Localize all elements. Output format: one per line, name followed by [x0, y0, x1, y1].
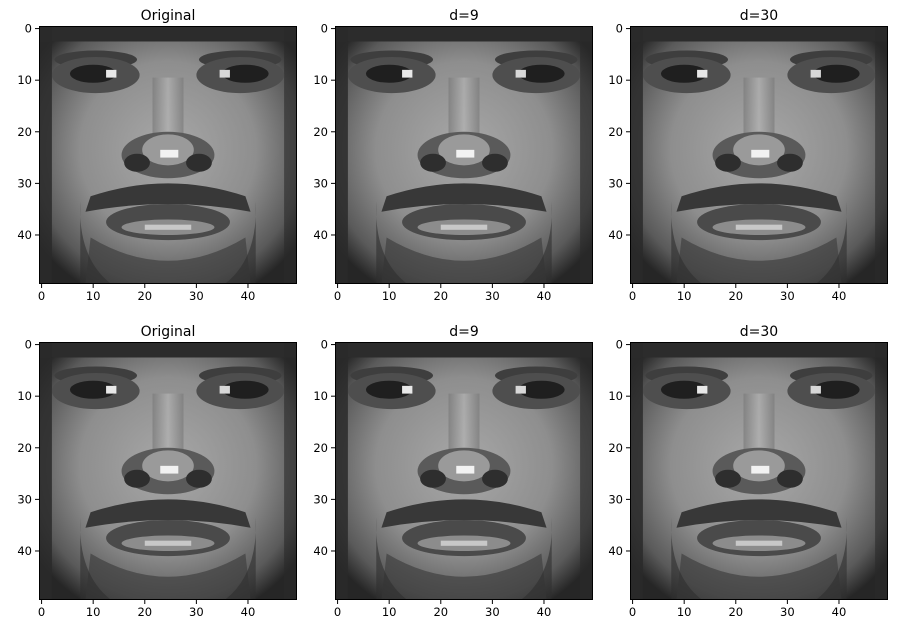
- x-tick-label: 0: [38, 605, 45, 619]
- y-tick-label: 20: [17, 125, 32, 139]
- face-image: [39, 26, 297, 284]
- y-tick-label: 10: [17, 389, 32, 403]
- subplot: d=9 0 10 20 30 40 0 10 20 30 40: [313, 8, 593, 303]
- x-tick-label: 10: [382, 605, 397, 619]
- x-tick-label: 40: [832, 605, 847, 619]
- subplot-title: d=9: [449, 324, 479, 340]
- x-tick-label: 30: [189, 605, 204, 619]
- subplot: Original 0 10 20 30 40 0 10 20 30 40: [17, 8, 297, 303]
- y-tick-label: 40: [17, 544, 32, 558]
- x-tick-label: 10: [677, 289, 692, 303]
- x-tick-label: 40: [537, 289, 552, 303]
- y-tick-label: 20: [608, 441, 623, 455]
- y-tick-label: 30: [608, 492, 623, 506]
- subplot: d=30 0 10 20 30 40 0 10 20 30 40: [608, 8, 888, 303]
- y-tick-label: 0: [616, 22, 623, 36]
- y-tick-label: 10: [608, 73, 623, 87]
- y-tick-label: 10: [313, 73, 328, 87]
- face-image: [39, 342, 297, 600]
- x-tick-label: 10: [86, 605, 101, 619]
- x-tick-label: 10: [86, 289, 101, 303]
- x-tick-label: 20: [137, 605, 152, 619]
- axes-frame: [335, 26, 593, 284]
- y-tick-label: 30: [17, 176, 32, 190]
- x-tick-label: 0: [629, 289, 636, 303]
- subplot-title: d=9: [449, 8, 479, 24]
- face-image: [630, 26, 888, 284]
- subplot-title: d=30: [740, 8, 778, 24]
- y-tick-label: 10: [313, 389, 328, 403]
- axes-frame: [39, 26, 297, 284]
- x-tick-label: 30: [485, 605, 500, 619]
- x-tick-label: 20: [433, 289, 448, 303]
- y-tick-label: 40: [313, 544, 328, 558]
- subplot: d=9 0 10 20 30 40 0 10 20 30 40: [313, 324, 593, 619]
- x-tick-label: 20: [728, 605, 743, 619]
- axes-frame: [630, 342, 888, 600]
- y-tick-label: 0: [25, 338, 32, 352]
- x-tick-label: 40: [241, 289, 256, 303]
- subplot-title: Original: [141, 8, 196, 24]
- x-tick-label: 0: [629, 605, 636, 619]
- x-tick-label: 0: [38, 289, 45, 303]
- x-tick-label: 20: [137, 289, 152, 303]
- x-tick-label: 30: [485, 289, 500, 303]
- y-tick-label: 20: [17, 441, 32, 455]
- subplot-title: d=30: [740, 324, 778, 340]
- x-tick-label: 40: [537, 605, 552, 619]
- y-tick-label: 30: [313, 176, 328, 190]
- y-tick-label: 0: [25, 22, 32, 36]
- subplot: d=30 0 10 20 30 40 0 10 20 30 40: [608, 324, 888, 619]
- x-tick-label: 20: [728, 289, 743, 303]
- x-tick-label: 10: [382, 289, 397, 303]
- subplot: Original 0 10 20 30 40 0 10 20 30 40: [17, 324, 297, 619]
- y-tick-label: 30: [608, 176, 623, 190]
- subplot-title: Original: [141, 324, 196, 340]
- y-tick-label: 20: [313, 125, 328, 139]
- y-tick-label: 40: [608, 544, 623, 558]
- x-tick-label: 0: [334, 289, 341, 303]
- y-tick-label: 40: [608, 228, 623, 242]
- x-tick-label: 30: [780, 289, 795, 303]
- y-tick-label: 30: [17, 492, 32, 506]
- y-tick-label: 40: [17, 228, 32, 242]
- face-image: [630, 342, 888, 600]
- x-tick-label: 30: [780, 605, 795, 619]
- axes-frame: [39, 342, 297, 600]
- y-tick-label: 0: [321, 22, 328, 36]
- y-tick-label: 10: [17, 73, 32, 87]
- face-image: [335, 342, 593, 600]
- x-tick-label: 40: [241, 605, 256, 619]
- x-tick-label: 30: [189, 289, 204, 303]
- y-tick-label: 0: [616, 338, 623, 352]
- x-tick-label: 0: [334, 605, 341, 619]
- axes-frame: [335, 342, 593, 600]
- y-tick-label: 20: [608, 125, 623, 139]
- axes-frame: [630, 26, 888, 284]
- face-image: [335, 26, 593, 284]
- y-tick-label: 40: [313, 228, 328, 242]
- y-tick-label: 10: [608, 389, 623, 403]
- x-tick-label: 20: [433, 605, 448, 619]
- x-tick-label: 10: [677, 605, 692, 619]
- y-tick-label: 30: [313, 492, 328, 506]
- y-tick-label: 0: [321, 338, 328, 352]
- y-tick-label: 20: [313, 441, 328, 455]
- x-tick-label: 40: [832, 289, 847, 303]
